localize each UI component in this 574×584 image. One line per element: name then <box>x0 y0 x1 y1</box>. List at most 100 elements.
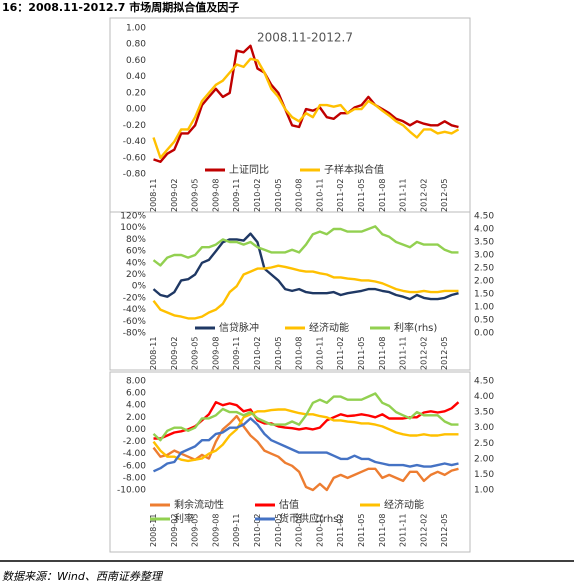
x-tick-label: 2011-08 <box>378 337 387 370</box>
x-tick-label: 2012-05 <box>440 337 449 370</box>
y-tick-label: 4.00 <box>126 401 146 411</box>
y2-tick-label: 1.00 <box>474 486 494 496</box>
y-tick-label: 100% <box>120 223 146 233</box>
x-tick-label: 2010-11 <box>315 514 324 547</box>
y-tick-label: 6.00 <box>126 389 146 399</box>
y-tick-label: 0.20 <box>126 88 146 98</box>
legend-label: 货币供应(rhs) <box>279 512 342 525</box>
x-tick-label: 2009-02 <box>170 514 179 547</box>
y2-tick-label: 2.50 <box>474 439 494 449</box>
x-tick-label: 2010-02 <box>253 514 262 547</box>
x-tick-label: 2009-05 <box>191 337 200 370</box>
y-tick-label: -20% <box>123 293 147 303</box>
x-tick-label: 2008-11 <box>149 514 158 547</box>
x-tick-label: 2011-11 <box>399 514 408 547</box>
source: 数据来源：Wind、西南证券整理 <box>2 570 164 583</box>
series-line <box>152 57 460 159</box>
y-tick-label: -60% <box>123 317 147 327</box>
y-tick-label: -0.40 <box>123 137 147 147</box>
x-tick-label: 2009-11 <box>232 337 241 370</box>
y-tick-label: 80% <box>126 235 146 245</box>
chart-frame <box>109 371 471 553</box>
x-tick-label: 2011-11 <box>399 337 408 370</box>
x-tick-label: 2010-08 <box>295 337 304 370</box>
y2-tick-label: 1.50 <box>474 290 494 300</box>
y-tick-label: 0.00 <box>126 105 146 115</box>
x-tick-label: 2011-02 <box>336 179 345 212</box>
x-tick-label: 2008-11 <box>149 179 158 212</box>
series-line <box>152 225 459 267</box>
y2-tick-label: 0.00 <box>474 329 494 339</box>
x-tick-label: 2010-11 <box>315 337 324 370</box>
legend-label: 子样本拟合值 <box>324 163 384 176</box>
x-tick-label: 2012-02 <box>419 179 428 212</box>
x-tick-label: 2012-05 <box>440 514 449 547</box>
y-tick-label: 8.00 <box>126 377 146 387</box>
y2-tick-label: 2.00 <box>474 277 494 287</box>
series-line <box>152 264 459 320</box>
x-tick-label: 2011-02 <box>336 514 345 547</box>
y2-tick-label: 0.50 <box>474 316 494 326</box>
x-tick-label: 2010-02 <box>253 179 262 212</box>
y-tick-label: 120% <box>120 212 146 222</box>
x-tick-label: 2011-08 <box>378 514 387 547</box>
x-tick-label: 2010-05 <box>274 179 283 212</box>
series-line <box>153 44 459 163</box>
y2-tick-label: 4.00 <box>474 392 494 402</box>
x-tick-label: 2010-02 <box>253 337 262 370</box>
x-tick-label: 2009-05 <box>191 179 200 212</box>
x-tick-label: 2009-02 <box>170 179 179 212</box>
y-tick-label: 60% <box>126 247 146 257</box>
y2-tick-label: 3.50 <box>474 408 494 418</box>
x-tick-label: 2011-05 <box>357 179 366 212</box>
legend-label: 利率(rhs) <box>394 321 437 334</box>
x-tick-label: 2011-08 <box>378 179 387 212</box>
y-tick-label: -4.00 <box>123 449 147 459</box>
x-tick-label: 2008-11 <box>149 337 158 370</box>
series-line <box>153 417 459 473</box>
y2-tick-label: 1.50 <box>474 470 494 480</box>
x-tick-label: 2010-08 <box>295 514 304 547</box>
y2-tick-label: 1.00 <box>474 303 494 313</box>
x-tick-label: 2009-11 <box>232 179 241 212</box>
x-tick-label: 2012-02 <box>419 337 428 370</box>
y-tick-label: 0% <box>132 282 147 292</box>
x-tick-label: 2009-08 <box>211 514 220 547</box>
legend-label: 利率 <box>174 512 194 525</box>
y-tick-label: -10.00 <box>117 486 146 496</box>
x-tick-label: 2010-05 <box>274 514 283 547</box>
x-tick-label: 2010-11 <box>315 179 324 212</box>
x-tick-label: 2011-05 <box>357 514 366 547</box>
series-line <box>152 232 459 301</box>
y2-tick-label: 4.00 <box>474 225 494 235</box>
x-tick-label: 2009-02 <box>170 337 179 370</box>
legend-label: 估值 <box>279 498 299 511</box>
series-line <box>152 392 459 442</box>
x-tick-label: 2010-08 <box>295 179 304 212</box>
y-tick-label: -2.00 <box>123 437 147 447</box>
legend-label: 剩余流动性 <box>174 498 224 511</box>
y-tick-label: -40% <box>123 305 147 315</box>
y-tick-label: 0.00 <box>126 425 146 435</box>
chart-frame <box>109 211 471 371</box>
y-tick-label: -6.00 <box>123 461 147 471</box>
x-tick-label: 2010-05 <box>274 337 283 370</box>
y-tick-label: 0.80 <box>126 40 146 50</box>
y-tick-label: -0.60 <box>123 153 147 163</box>
y-tick-label: -0.20 <box>123 121 147 131</box>
x-tick-label: 2009-08 <box>211 337 220 370</box>
x-tick-label: 2009-11 <box>232 514 241 547</box>
y2-tick-label: 3.50 <box>474 238 494 248</box>
y-tick-label: -0.80 <box>123 170 147 180</box>
y2-tick-label: 3.00 <box>474 251 494 261</box>
x-tick-label: 2011-05 <box>357 337 366 370</box>
legend-label: 经济动能 <box>384 498 424 511</box>
y2-tick-label: 4.50 <box>474 212 494 222</box>
y-tick-label: -8.00 <box>123 473 147 483</box>
y-tick-label: 1.00 <box>126 24 146 34</box>
y2-tick-label: 2.50 <box>474 264 494 274</box>
caption: 16：2008.11-2012.7 市场周期拟合值及因子 <box>2 0 239 14</box>
chart-title: 2008.11-2012.7 <box>257 31 353 45</box>
y-tick-label: 2.00 <box>126 413 146 423</box>
